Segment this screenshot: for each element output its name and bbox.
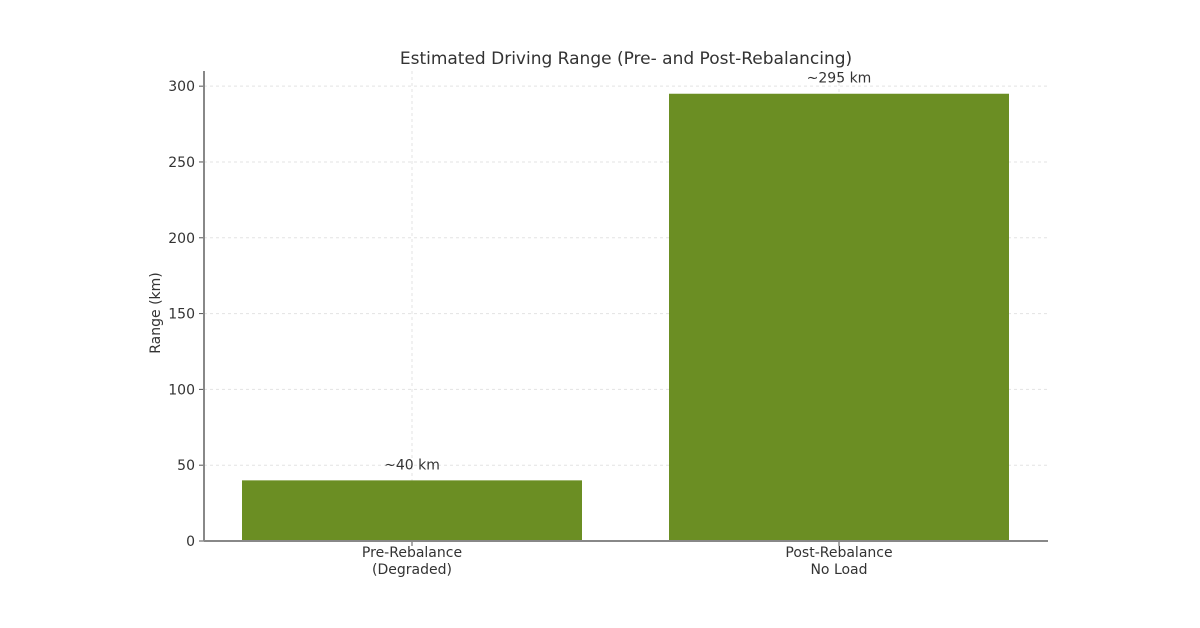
y-tick-label: 250 <box>168 155 195 171</box>
bar-data-label-0: ~40 km <box>384 457 440 473</box>
bar-1 <box>669 93 1009 541</box>
axes-layer <box>199 71 1048 546</box>
chart-title: Estimated Driving Range (Pre- and Post-R… <box>400 49 852 69</box>
y-tick-label: 300 <box>168 79 195 95</box>
y-tick-label: 50 <box>177 458 195 474</box>
x-tick-label-0: Pre-Rebalance (Degraded) <box>362 545 462 578</box>
y-axis-label: Range (km) <box>148 272 164 354</box>
y-tick-label: 200 <box>168 231 195 247</box>
labels-layer: 0 50 100 150 200 250 300 ~40 km Pre-Rebalance (De… <box>168 71 892 578</box>
y-tick-label: 100 <box>168 382 195 398</box>
bar-0 <box>242 480 582 541</box>
x-tick-label-1: Post-Rebalance No Load <box>785 545 892 578</box>
y-tick-label: 150 <box>168 307 195 323</box>
bars-layer <box>242 93 1009 541</box>
bar-data-label-1: ~295 km <box>807 71 872 87</box>
y-tick-label: 0 <box>186 534 195 550</box>
